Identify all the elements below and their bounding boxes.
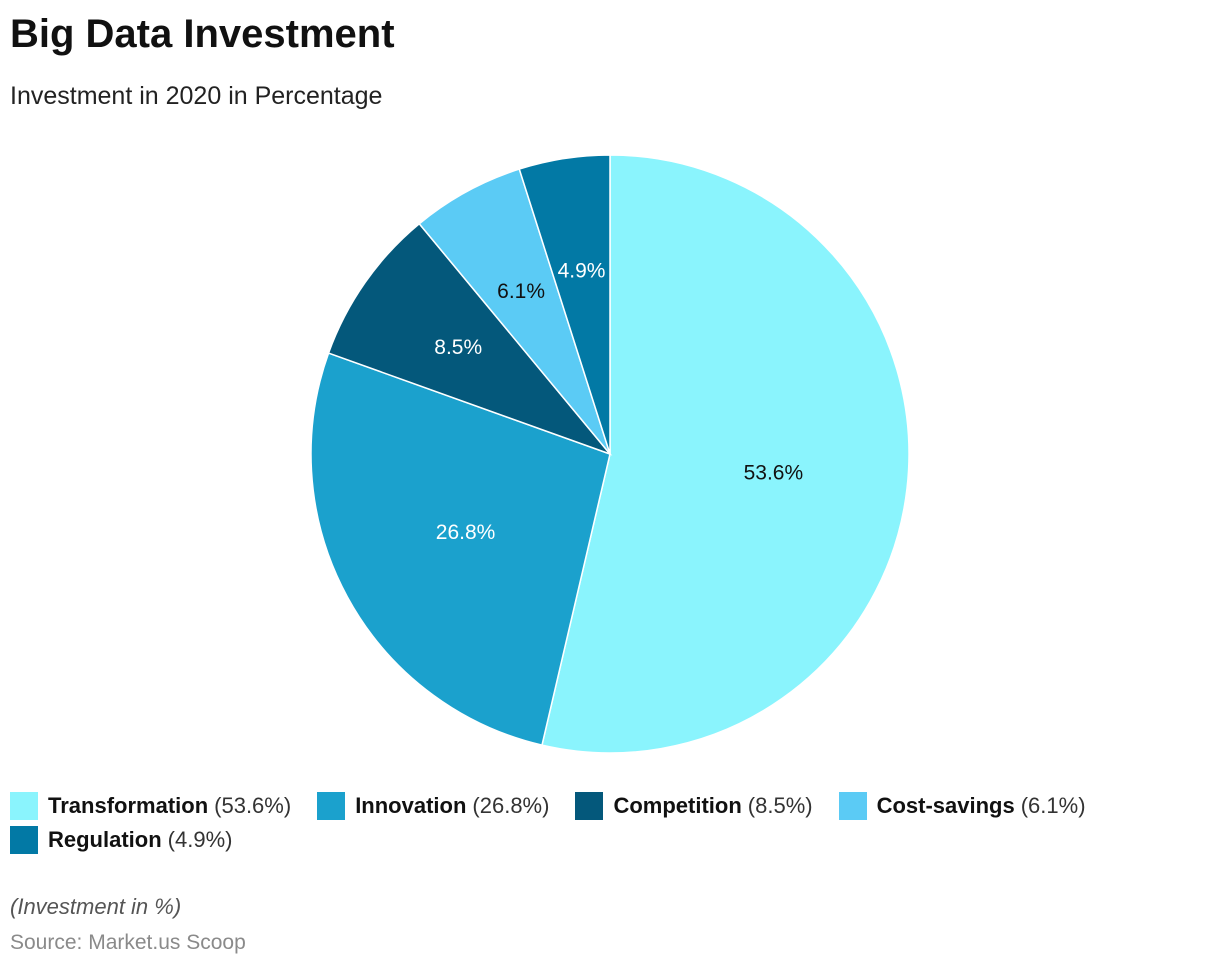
source-note: Source: Market.us Scoop [10,931,246,954]
pie-slice-regulation [518,154,611,455]
legend-value: (26.8%) [472,793,550,818]
pie-data-labels: 53.6% 26.8% 8.5% 6.1% 4.9% [434,259,803,544]
legend-item-transformation: Transformation (53.6%) [10,792,291,820]
legend-item-regulation: Regulation (4.9%) [10,826,232,854]
legend-value: (6.1%) [1020,793,1086,818]
legend-value: (4.9%) [167,827,233,852]
legend-label: Transformation [48,793,209,818]
pie-slice-transformation [541,154,910,754]
pie-slice-innovation [310,352,611,747]
legend-label: Cost-savings [876,793,1015,818]
legend-swatch [838,792,867,820]
legend-item-competition: Competition (8.5%) [575,792,813,820]
legend-swatch [575,792,604,820]
chart-legend: Transformation (53.6%) Innovation (26.8%) Co… [10,792,1200,854]
legend-item-innovation: Innovation (26.8%) [317,792,549,820]
chart-subtitle: Investment in 2020 in Percentage [10,82,383,110]
data-label-cost-savings: 6.1% [497,280,545,303]
chart-title: Big Data Investment [10,12,395,56]
data-label-transformation: 53.6% [744,461,804,484]
legend-value: (53.6%) [214,793,292,818]
legend-item-cost-savings: Cost-savings (6.1%) [838,792,1086,820]
legend-label: Competition [613,793,742,818]
legend-value: (8.5%) [747,793,813,818]
legend-label: Innovation [355,793,467,818]
data-label-regulation: 4.9% [558,259,606,282]
legend-swatch [317,792,346,820]
legend-swatch [10,826,38,854]
pie-slices [310,154,910,754]
legend-label: Regulation [48,827,162,852]
data-label-competition: 8.5% [434,336,482,359]
data-label-innovation: 26.8% [436,521,496,544]
unit-note: (Investment in %) [10,894,182,919]
legend-swatch [10,792,38,820]
pie-slice-competition [327,222,613,456]
